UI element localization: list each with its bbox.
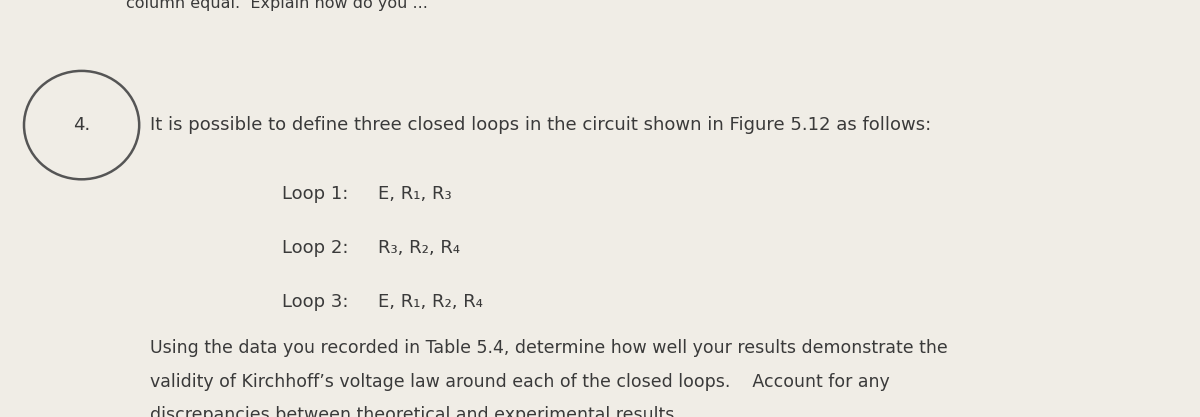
Text: 4.: 4. bbox=[73, 116, 90, 134]
Text: validity of Kirchhoff’s voltage law around each of the closed loops.    Account : validity of Kirchhoff’s voltage law arou… bbox=[150, 372, 889, 391]
Text: Loop 1:: Loop 1: bbox=[282, 185, 348, 203]
Text: Using the data you recorded in Table 5.4, determine how well your results demons: Using the data you recorded in Table 5.4… bbox=[150, 339, 948, 357]
Text: E, R₁, R₂, R₄: E, R₁, R₂, R₄ bbox=[378, 293, 482, 311]
Text: It is possible to define three closed loops in the circuit shown in Figure 5.12 : It is possible to define three closed lo… bbox=[150, 116, 931, 134]
Text: Loop 3:: Loop 3: bbox=[282, 293, 348, 311]
Text: column equal.  Explain how do you ...: column equal. Explain how do you ... bbox=[126, 0, 428, 11]
Text: E, R₁, R₃: E, R₁, R₃ bbox=[378, 185, 451, 203]
Text: Loop 2:: Loop 2: bbox=[282, 239, 348, 257]
Text: R₃, R₂, R₄: R₃, R₂, R₄ bbox=[378, 239, 460, 257]
Text: discrepancies between theoretical and experimental results.: discrepancies between theoretical and ex… bbox=[150, 406, 680, 417]
